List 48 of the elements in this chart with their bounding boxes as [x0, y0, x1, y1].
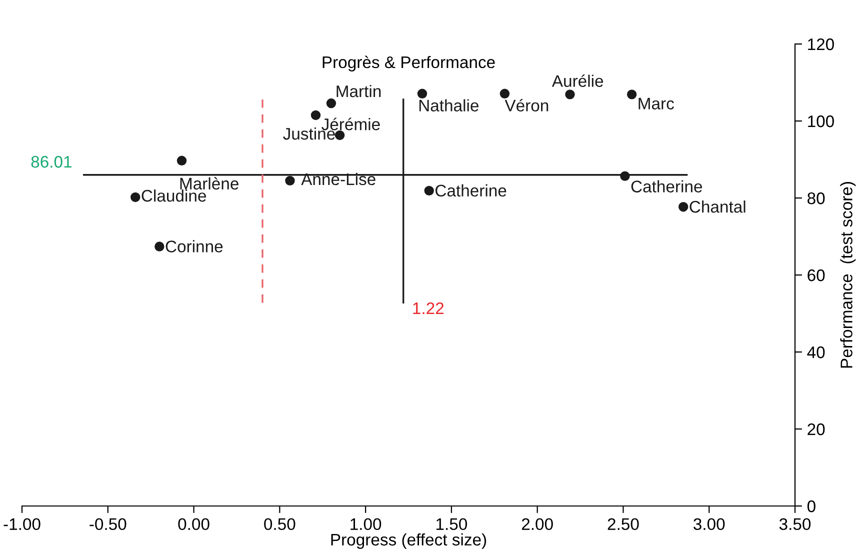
point — [326, 98, 336, 108]
y-tick-label: 40 — [807, 346, 825, 358]
point — [130, 192, 140, 202]
point — [310, 110, 321, 120]
point — [620, 171, 630, 181]
point — [154, 242, 164, 252]
x-tick-label: -0.50 — [90, 518, 126, 530]
annotation: Marc — [638, 98, 674, 110]
point — [424, 186, 434, 196]
x-tick-label: -1.00 — [4, 518, 40, 530]
annotation: Catherine — [631, 180, 702, 192]
x-tick-label: 2.50 — [608, 518, 639, 530]
ref-line-label: 1.22 — [413, 302, 444, 314]
annotation: Anne-Lise — [301, 172, 376, 186]
annotation: Claudine — [142, 189, 206, 202]
y-tick-label: 0 — [807, 500, 816, 512]
y-tick-label: 80 — [808, 192, 825, 204]
x-tick-label: 1.50 — [436, 518, 468, 530]
y-tick-label: 20 — [808, 423, 825, 436]
y-tick-label: 100 — [808, 115, 834, 128]
annotation: Catherine — [436, 184, 506, 197]
point — [176, 156, 187, 166]
point — [285, 176, 295, 186]
point — [626, 90, 637, 100]
annotation: Véron — [504, 99, 548, 112]
annotation: Marlène — [180, 177, 238, 190]
point — [678, 202, 688, 212]
text: Progrès & Performance — [322, 56, 495, 72]
annotation: Chantal — [690, 200, 746, 213]
annotation: Aurélie — [552, 74, 604, 87]
x-tick-label: 0.00 — [178, 518, 210, 530]
annotation: Martin — [336, 84, 381, 98]
point — [334, 130, 345, 140]
ref-line-label: 86.01 — [31, 156, 72, 168]
y-axis-title: Performance (test score) — [840, 182, 856, 368]
x-tick-label: 2.00 — [522, 518, 553, 530]
x-tick-label: 3.50 — [779, 518, 811, 530]
x-axis-title: Progress (effect size) — [331, 533, 486, 549]
y-tick-label: 120 — [808, 38, 834, 50]
point — [500, 88, 510, 99]
annotation: Nathalie — [419, 99, 478, 112]
x-tick-label: 0.50 — [264, 518, 296, 530]
point — [565, 90, 575, 100]
annotation: Corinne — [166, 240, 223, 252]
x-tick-label: 3.00 — [694, 518, 725, 530]
x-tick-label: 1.00 — [350, 518, 382, 530]
y-tick-label: 60 — [808, 269, 825, 282]
point — [417, 88, 428, 99]
